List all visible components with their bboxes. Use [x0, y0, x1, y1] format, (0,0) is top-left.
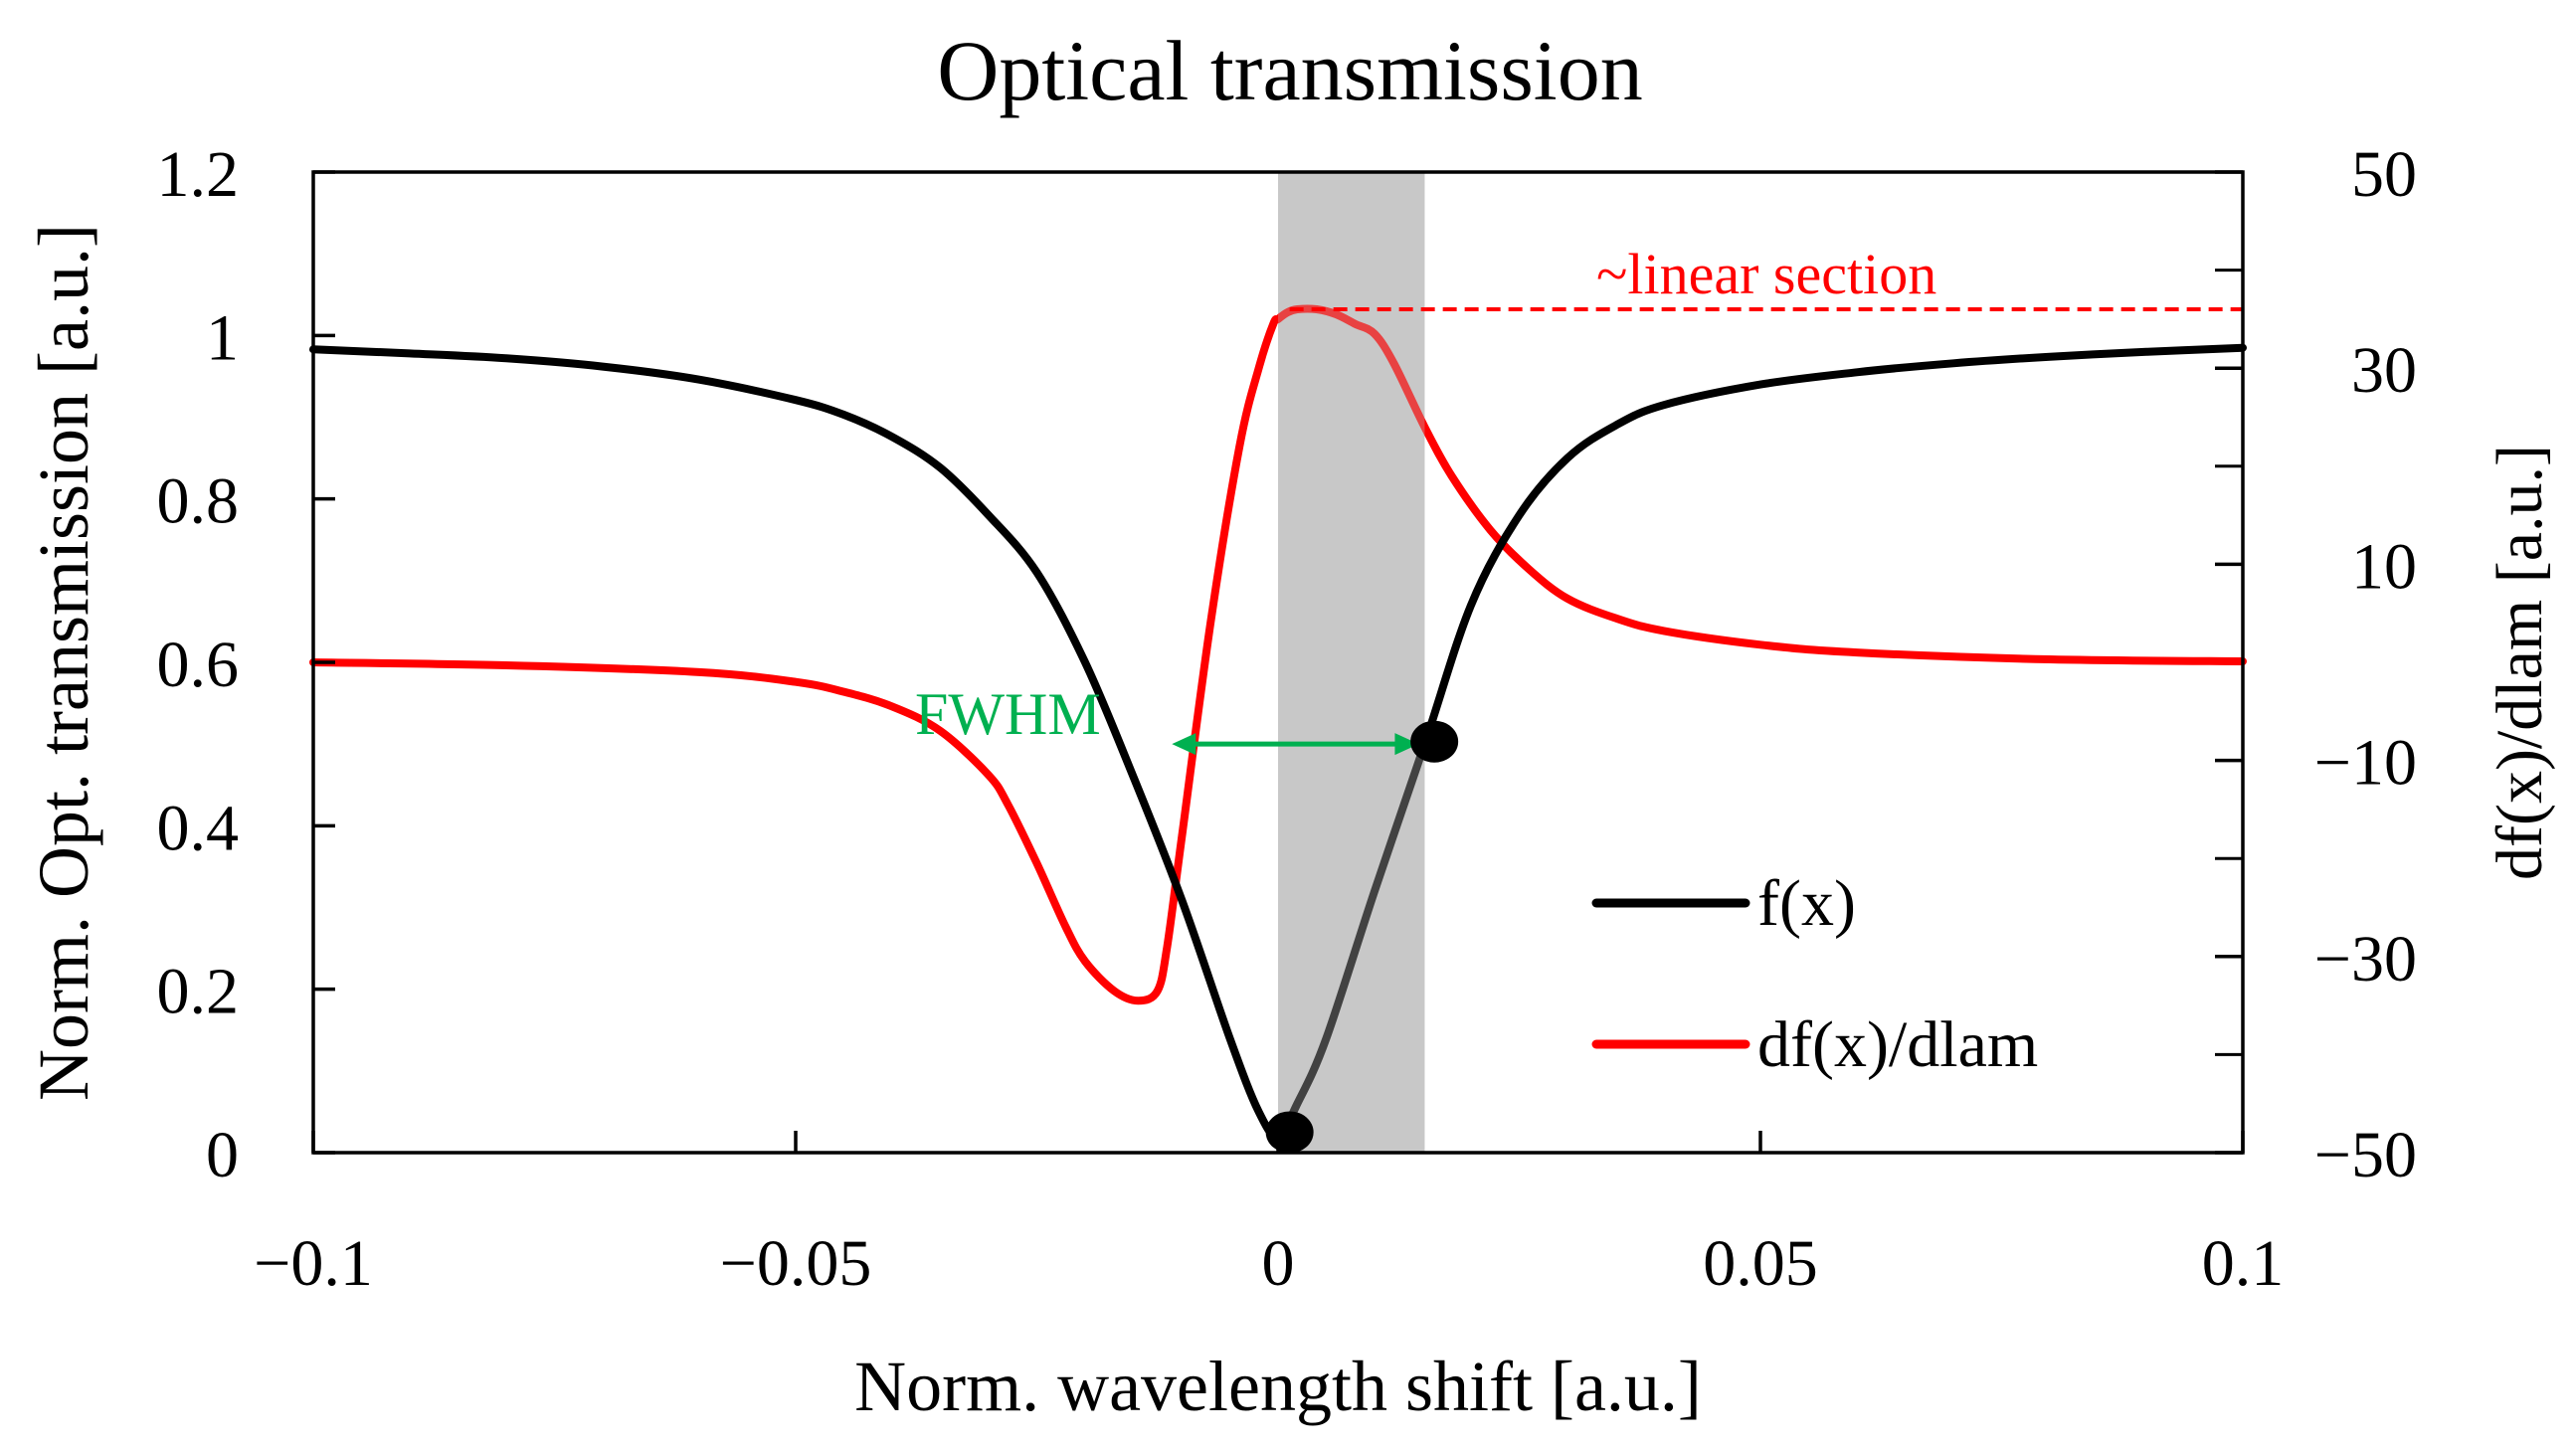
y-tick-label: 0.6 [157, 629, 240, 701]
fwhm-label: FWHM [915, 681, 1101, 747]
y2-tick-label: 10 [2351, 530, 2417, 603]
y2-tick-label: −30 [2314, 923, 2417, 996]
y-tick-label: 0.4 [157, 792, 240, 864]
curve-marker-2 [1410, 720, 1459, 763]
legend-label-fx: f(x) [1757, 867, 1856, 940]
y2-tick-label: −50 [2314, 1119, 2417, 1191]
y2-tick-label: −10 [2314, 727, 2417, 800]
legend: f(x) df(x)/dlam [1591, 867, 2038, 1081]
y-tick-label: 1 [206, 301, 239, 374]
chart-title: Optical transmission [937, 23, 1642, 118]
y-axis-label: Norm. Opt. transmission [a.u.] [24, 224, 103, 1101]
axis-ticks-layer: −0.1 −0.05 0 0.05 0.1 0 0.2 0.4 0.6 0.8 1 1.2 −50 −30… [157, 138, 2418, 1300]
legend-label-dfdlam: df(x)/dlam [1757, 1008, 2038, 1081]
y2-tick-label: 30 [2351, 334, 2417, 407]
x-tick-label: −0.05 [720, 1227, 872, 1300]
y-tick-label: 0.8 [157, 465, 240, 538]
y2-tick-label: 50 [2351, 138, 2417, 211]
y-tick-label: 0.2 [157, 956, 240, 1028]
curve-marker-1 [1265, 1111, 1314, 1154]
x-tick-label: 0.05 [1703, 1227, 1818, 1300]
x-tick-label: 0 [1262, 1227, 1295, 1300]
y-tick-label: 1.2 [157, 138, 240, 211]
fwhm-arrow-head-right [1394, 733, 1419, 756]
linear-section-label: ~linear section [1596, 242, 1936, 306]
curves-layer [309, 172, 2247, 1153]
y2-axis-label: df(x)/dlam [a.u.] [2484, 445, 2556, 880]
x-axis-label: Norm. wavelength shift [a.u.] [854, 1347, 1702, 1426]
x-tick-label: 0.1 [2202, 1227, 2285, 1300]
shaded-region-layer [1278, 172, 1425, 1153]
fwhm-arrow-head-left [1172, 733, 1196, 756]
y-tick-label: 0 [206, 1119, 239, 1191]
x-tick-label: −0.1 [254, 1227, 373, 1300]
series-dfdlam-line [309, 304, 2247, 1005]
shaded-region-overlay [1278, 172, 1425, 1153]
shaded-region [1278, 172, 1425, 1153]
